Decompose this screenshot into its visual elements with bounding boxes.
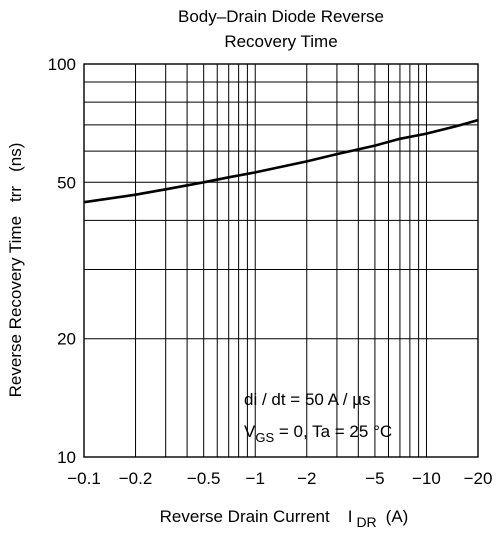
tick-labels: −0.1 −0.2 −0.5 −1 −2 −5 −10 −20 10 20 50 100 — [48, 55, 493, 488]
y-axis-symbol: trr — [6, 186, 25, 202]
x-axis-symbol: I — [348, 507, 353, 526]
x-tick-label: −10 — [412, 469, 441, 488]
annotation-didt: di / dt = 50 A / µs — [244, 390, 371, 409]
grid-lines — [84, 64, 478, 457]
y-axis-title: Reverse Recovery Time — [6, 216, 25, 397]
x-axis-unit: (A) — [386, 507, 409, 526]
x-axis-title: Reverse Drain Current — [160, 507, 330, 526]
chart-title-line-2: Recovery Time — [224, 32, 337, 51]
x-axis-subscript: DR — [356, 514, 376, 530]
x-tick-label: −0.2 — [119, 469, 153, 488]
y-axis-label: Reverse Recovery Time trr (ns) — [6, 143, 25, 398]
annotation-v: V — [244, 422, 256, 441]
y-tick-label: 100 — [48, 55, 76, 74]
y-tick-label: 10 — [57, 448, 76, 467]
plot-frame — [83, 63, 479, 458]
chart-title-line-1: Body–Drain Diode Reverse — [178, 7, 384, 26]
series-line — [83, 118, 479, 204]
y-tick-label: 20 — [57, 330, 76, 349]
annotation-box: di / dt = 50 A / µs VGS = 0, Ta = 25 °C — [244, 390, 392, 445]
annotation-rest: = 0, Ta = 25 °C — [274, 422, 392, 441]
annotation-conditions: VGS = 0, Ta = 25 °C — [244, 422, 392, 445]
x-tick-label: −0.5 — [187, 469, 221, 488]
x-tick-label: −5 — [365, 469, 384, 488]
x-tick-label: −20 — [464, 469, 493, 488]
y-tick-label: 50 — [57, 173, 76, 192]
x-tick-label: −0.1 — [67, 469, 101, 488]
annotation-gs-subscript: GS — [255, 430, 274, 445]
x-tick-label: −1 — [246, 469, 265, 488]
x-tick-label: −2 — [297, 469, 316, 488]
x-axis-label: Reverse Drain Current I DR (A) — [160, 507, 409, 530]
y-axis-unit: (ns) — [6, 143, 25, 172]
